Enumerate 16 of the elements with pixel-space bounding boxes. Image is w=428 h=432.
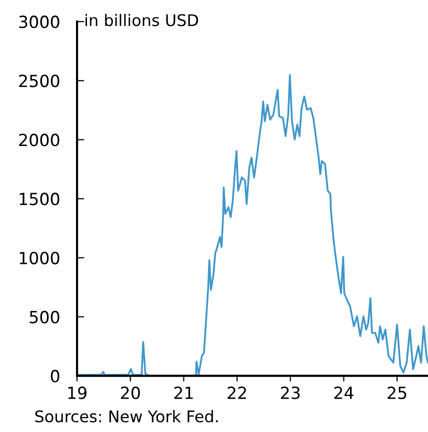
x-tick-label: 21 (174, 386, 193, 399)
x-tick-label: 20 (120, 386, 140, 400)
y-tick-label: 2500 (19, 74, 60, 88)
source-note: Sources: New York Fed. (35, 410, 218, 422)
x-tick-label: 19 (68, 386, 86, 400)
y-tick-label: 1000 (20, 252, 60, 264)
x-tick-label: 25 (388, 386, 406, 400)
y-tick-label: 3000 (19, 16, 60, 28)
x-tick-label: 23 (281, 386, 300, 400)
y-tick-label: 0 (50, 370, 60, 382)
y-tick-label: 500 (30, 310, 60, 324)
x-tick-label: 24 (334, 386, 354, 399)
y-tick-label: 1500 (20, 192, 60, 206)
y-axis-title: in billions USD (86, 14, 198, 26)
y-tick-label: 2000 (19, 134, 60, 146)
x-tick-label: 22 (228, 386, 246, 399)
